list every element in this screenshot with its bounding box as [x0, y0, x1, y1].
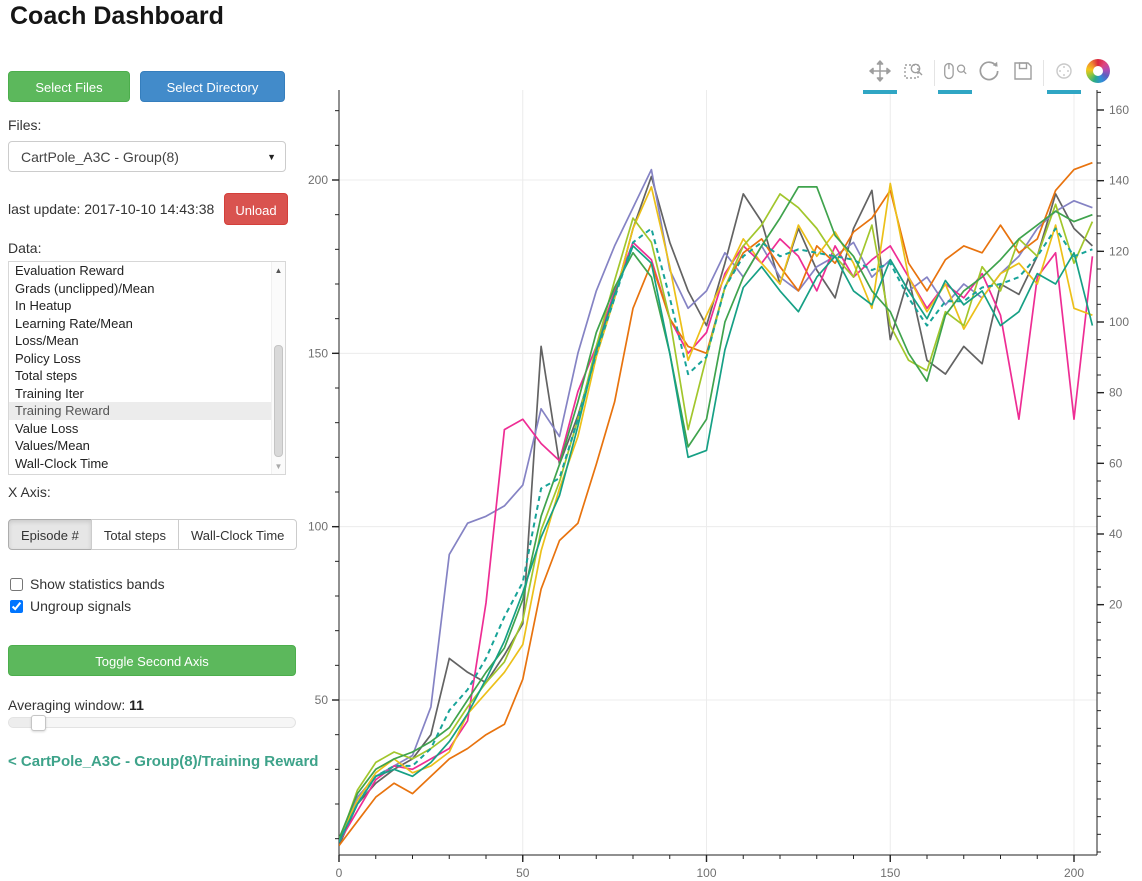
- chart-grid: [339, 90, 1097, 855]
- training-reward-chart[interactable]: 50 100 150 200 0 50 100 150 200 20 40 60 80 100 120 140…: [300, 55, 1142, 881]
- data-list-item[interactable]: Wall-Clock Time: [15, 455, 109, 471]
- y-right-tick-label: 60: [1109, 456, 1123, 470]
- x-tick-label: 200: [1064, 866, 1084, 880]
- y-right-tick-label: 40: [1109, 527, 1123, 541]
- x-axis-label: X Axis:: [8, 484, 51, 500]
- checkbox-show-statistics-bands[interactable]: [10, 577, 23, 591]
- checkbox-row: Show statistics bands: [10, 576, 165, 592]
- scroll-down-icon[interactable]: ▼: [274, 462, 283, 471]
- series-line-worker-green: [339, 186, 1093, 840]
- averaging-window-value: 11: [129, 697, 144, 713]
- files-label: Files:: [8, 117, 42, 133]
- unload-button[interactable]: Unload: [224, 193, 288, 225]
- slider-thumb[interactable]: [31, 715, 46, 731]
- x-tick-label: 0: [336, 866, 343, 880]
- checkbox-label: Ungroup signals: [30, 598, 132, 614]
- y-right-tick-label: 80: [1109, 386, 1123, 400]
- data-list-item[interactable]: Policy Loss: [15, 350, 81, 366]
- checkbox-label: Show statistics bands: [30, 576, 165, 592]
- y-right-tick-label: 120: [1109, 244, 1129, 258]
- y-right-tick-label: 20: [1109, 598, 1123, 612]
- y-left-tick-label: 200: [308, 173, 328, 187]
- series-line-worker-magenta: [339, 238, 1094, 843]
- data-listbox-scrollbar[interactable]: ▲ ▼: [271, 262, 285, 474]
- x-tick-label: 150: [880, 866, 900, 880]
- data-list-item[interactable]: Loss/Mean: [15, 333, 79, 348]
- x-axis-tab-group: Episode # Total steps Wall-Clock Time: [8, 519, 298, 550]
- data-list-item[interactable]: Evaluation Reward: [15, 263, 125, 278]
- y-left-tick-label: 100: [308, 520, 328, 534]
- data-list-item[interactable]: Training Reward: [9, 402, 285, 420]
- y-right-tick-label: 100: [1109, 315, 1129, 329]
- data-list-item[interactable]: Learning Rate/Mean: [15, 315, 133, 331]
- data-list-item[interactable]: In Heatup: [15, 298, 72, 313]
- y-right-tick-label: 140: [1109, 174, 1129, 188]
- series-line-worker-purple: [339, 168, 1093, 840]
- data-list-item[interactable]: Total steps: [15, 368, 78, 383]
- scrollbar-thumb[interactable]: [274, 345, 283, 457]
- x-axis-tab-episode-[interactable]: Episode #: [8, 519, 92, 550]
- select-caret-icon: ▼: [267, 152, 276, 162]
- toolbar-separator: [1043, 60, 1044, 86]
- x-axis-tab-wall-clock-time[interactable]: Wall-Clock Time: [177, 519, 298, 550]
- page-title: Coach Dashboard: [10, 2, 224, 30]
- checkbox-row: Ungroup signals: [10, 598, 131, 614]
- files-select[interactable]: CartPole_A3C - Group(8) ▼: [8, 141, 286, 172]
- reset-tool-icon[interactable]: [975, 58, 1003, 94]
- bokeh-logo-icon: [1086, 59, 1110, 83]
- hover-tool-icon[interactable]: [1047, 58, 1081, 94]
- toolbar-separator: [934, 60, 935, 86]
- wheel-zoom-tool-icon[interactable]: [938, 58, 972, 94]
- series-line-worker-gold: [339, 182, 1093, 840]
- pan-tool-icon[interactable]: [863, 58, 897, 94]
- series-line-group-mean: [339, 227, 1093, 843]
- y-left-tick-label: 50: [315, 693, 329, 707]
- select-directory-button[interactable]: Select Directory: [140, 71, 285, 102]
- data-listbox-items: Evaluation Reward Grads (unclipped)/Mean I…: [9, 262, 285, 472]
- chart-axes: 50 100 150 200 0 50 100 150 200 20 40 60 80 100 120 140…: [308, 90, 1129, 880]
- scroll-up-icon[interactable]: ▲: [274, 266, 283, 275]
- x-tick-label: 50: [516, 866, 530, 880]
- x-tick-label: 100: [696, 866, 716, 880]
- save-tool-icon[interactable]: [1009, 58, 1037, 94]
- files-select-value: CartPole_A3C - Group(8): [21, 149, 179, 165]
- y-left-tick-label: 150: [308, 346, 328, 360]
- data-list-item[interactable]: Training Iter: [15, 385, 84, 401]
- series-line-worker-teal: [339, 245, 1094, 843]
- x-axis-tab-total-steps[interactable]: Total steps: [90, 519, 179, 550]
- last-update-text: last update: 2017-10-10 14:43:38: [8, 201, 215, 217]
- data-label: Data:: [8, 240, 42, 256]
- signal-breadcrumb-link[interactable]: < CartPole_A3C - Group(8)/Training Rewar…: [8, 753, 319, 770]
- checkbox-ungroup-signals[interactable]: [10, 599, 23, 613]
- averaging-window-label: Averaging window: 11: [8, 697, 144, 713]
- y-right-tick-label: 160: [1109, 103, 1129, 117]
- data-list-item[interactable]: Values/Mean: [15, 438, 90, 453]
- data-list-item[interactable]: Grads (unclipped)/Mean: [15, 280, 155, 296]
- plot-panel: 50 100 150 200 0 50 100 150 200 20 40 60 80 100 120 140…: [300, 55, 1142, 881]
- averaging-window-slider[interactable]: [8, 715, 296, 731]
- select-files-button[interactable]: Select Files: [8, 71, 130, 102]
- data-list-item[interactable]: Value Loss: [15, 420, 79, 436]
- toggle-second-axis-button[interactable]: Toggle Second Axis: [8, 645, 296, 676]
- chart-series: [339, 161, 1094, 847]
- bokeh-toolbar: [863, 58, 1112, 94]
- bokeh-logo-icon[interactable]: [1084, 58, 1112, 94]
- box-zoom-tool-icon[interactable]: [900, 58, 928, 94]
- slider-fill: [9, 718, 39, 727]
- data-listbox[interactable]: Evaluation Reward Grads (unclipped)/Mean I…: [8, 261, 286, 475]
